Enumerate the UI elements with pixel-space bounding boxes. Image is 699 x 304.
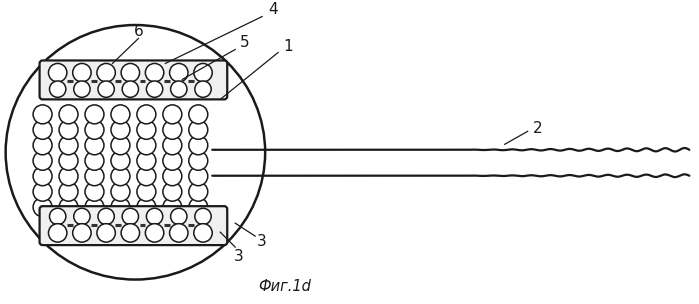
Circle shape xyxy=(189,105,208,124)
Circle shape xyxy=(98,208,115,225)
Text: 1: 1 xyxy=(283,39,293,54)
Circle shape xyxy=(73,64,91,82)
Text: 2: 2 xyxy=(533,121,542,136)
Circle shape xyxy=(33,151,52,170)
Circle shape xyxy=(59,167,78,186)
Circle shape xyxy=(137,167,156,186)
Circle shape xyxy=(171,81,187,97)
Circle shape xyxy=(111,105,130,124)
Circle shape xyxy=(85,136,104,155)
Circle shape xyxy=(137,120,156,139)
Text: 5: 5 xyxy=(239,35,249,50)
Circle shape xyxy=(189,136,208,155)
Circle shape xyxy=(33,105,52,124)
Circle shape xyxy=(98,81,115,97)
Circle shape xyxy=(189,167,208,186)
Circle shape xyxy=(145,224,164,242)
Circle shape xyxy=(137,151,156,170)
Circle shape xyxy=(163,120,182,139)
Circle shape xyxy=(111,120,130,139)
Circle shape xyxy=(137,136,156,155)
Circle shape xyxy=(111,136,130,155)
Circle shape xyxy=(170,224,188,242)
Text: 6: 6 xyxy=(134,24,143,39)
Circle shape xyxy=(111,182,130,201)
Circle shape xyxy=(163,151,182,170)
Circle shape xyxy=(85,167,104,186)
Circle shape xyxy=(85,198,104,217)
Circle shape xyxy=(121,64,140,82)
Text: 3: 3 xyxy=(233,249,243,264)
Circle shape xyxy=(97,224,115,242)
Circle shape xyxy=(145,64,164,82)
Circle shape xyxy=(163,136,182,155)
Circle shape xyxy=(171,208,187,225)
Circle shape xyxy=(163,167,182,186)
Circle shape xyxy=(122,81,138,97)
Circle shape xyxy=(163,105,182,124)
Circle shape xyxy=(121,224,140,242)
Circle shape xyxy=(111,198,130,217)
Circle shape xyxy=(59,120,78,139)
Text: 4: 4 xyxy=(268,2,278,17)
Circle shape xyxy=(59,136,78,155)
Circle shape xyxy=(59,105,78,124)
Circle shape xyxy=(189,182,208,201)
Circle shape xyxy=(73,208,90,225)
FancyBboxPatch shape xyxy=(40,60,227,99)
Circle shape xyxy=(146,81,163,97)
Circle shape xyxy=(85,182,104,201)
Circle shape xyxy=(195,81,211,97)
Circle shape xyxy=(48,224,67,242)
Circle shape xyxy=(73,81,90,97)
Circle shape xyxy=(195,208,211,225)
Circle shape xyxy=(85,120,104,139)
Circle shape xyxy=(48,64,67,82)
Circle shape xyxy=(73,224,91,242)
Circle shape xyxy=(170,64,188,82)
Circle shape xyxy=(50,81,66,97)
Circle shape xyxy=(189,151,208,170)
Circle shape xyxy=(111,151,130,170)
Circle shape xyxy=(97,64,115,82)
Circle shape xyxy=(50,208,66,225)
Circle shape xyxy=(122,208,138,225)
Circle shape xyxy=(33,136,52,155)
Circle shape xyxy=(33,182,52,201)
Circle shape xyxy=(137,105,156,124)
Circle shape xyxy=(137,198,156,217)
Circle shape xyxy=(33,198,52,217)
Circle shape xyxy=(59,151,78,170)
Circle shape xyxy=(137,182,156,201)
Circle shape xyxy=(163,198,182,217)
Circle shape xyxy=(33,167,52,186)
Circle shape xyxy=(194,224,212,242)
Circle shape xyxy=(189,120,208,139)
Text: Фиг.1d: Фиг.1d xyxy=(259,279,312,294)
Circle shape xyxy=(111,167,130,186)
Text: 3: 3 xyxy=(257,233,267,249)
Circle shape xyxy=(85,151,104,170)
Circle shape xyxy=(59,198,78,217)
Circle shape xyxy=(33,120,52,139)
Circle shape xyxy=(194,64,212,82)
Ellipse shape xyxy=(6,25,265,280)
Circle shape xyxy=(189,198,208,217)
Circle shape xyxy=(59,182,78,201)
Circle shape xyxy=(163,182,182,201)
Circle shape xyxy=(146,208,163,225)
Circle shape xyxy=(85,105,104,124)
FancyBboxPatch shape xyxy=(40,206,227,245)
